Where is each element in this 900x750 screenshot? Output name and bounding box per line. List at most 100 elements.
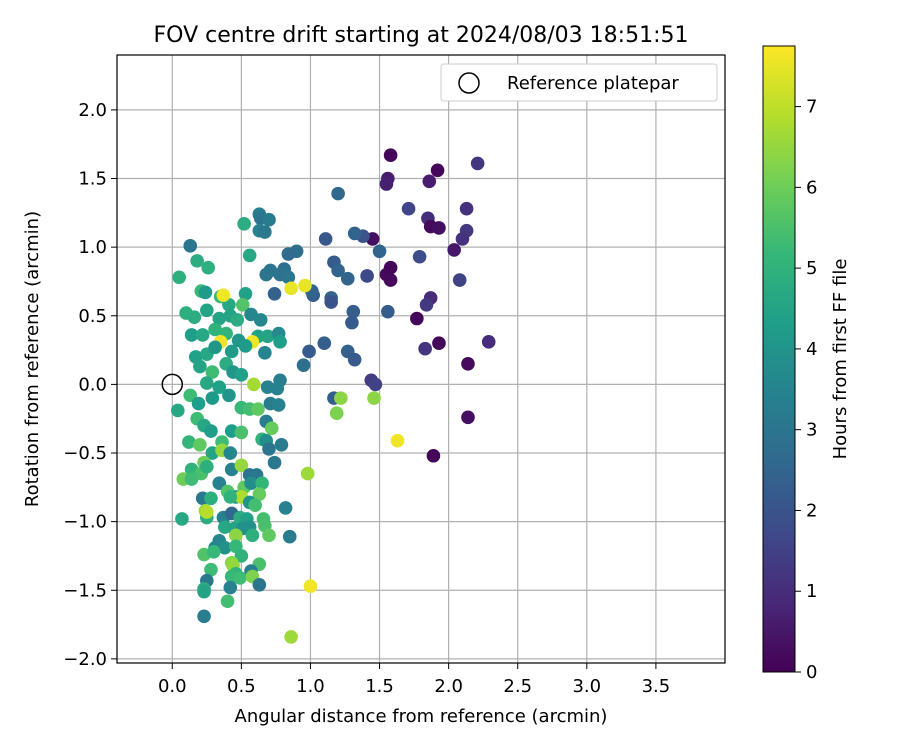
data-point bbox=[184, 472, 199, 486]
data-point bbox=[412, 249, 427, 264]
y-tick-label: 1.0 bbox=[78, 237, 107, 258]
data-point bbox=[459, 201, 474, 216]
y-tick-label: 1.5 bbox=[78, 169, 107, 190]
data-point bbox=[190, 254, 204, 268]
data-point bbox=[258, 225, 272, 239]
data-point bbox=[347, 226, 362, 241]
data-point bbox=[258, 346, 272, 360]
y-tick-label: 0.0 bbox=[78, 374, 107, 395]
data-point bbox=[205, 391, 220, 405]
data-point bbox=[334, 391, 348, 405]
data-point bbox=[195, 328, 210, 342]
data-point bbox=[317, 336, 332, 351]
data-point bbox=[331, 263, 345, 278]
data-point bbox=[262, 528, 276, 543]
data-point bbox=[271, 398, 286, 412]
data-point bbox=[426, 448, 441, 463]
data-point bbox=[208, 322, 222, 337]
colorbar: 0 1 2 3 4 5 6 7 Hours from first FF file bbox=[762, 45, 851, 683]
data-point bbox=[204, 491, 218, 506]
y-tick-label: −1.5 bbox=[63, 580, 107, 601]
colorbar-tick-label: 4 bbox=[806, 339, 817, 360]
data-point bbox=[324, 295, 338, 309]
data-point bbox=[302, 344, 316, 359]
data-point bbox=[230, 313, 245, 327]
legend-box bbox=[440, 63, 718, 102]
data-point bbox=[432, 336, 446, 351]
data-point bbox=[183, 388, 198, 403]
data-point bbox=[422, 174, 437, 189]
data-point bbox=[244, 476, 258, 491]
data-point bbox=[345, 315, 359, 330]
data-point bbox=[273, 335, 287, 349]
data-point bbox=[247, 377, 261, 392]
reference-marker bbox=[161, 373, 184, 396]
data-point bbox=[234, 425, 249, 440]
data-point bbox=[447, 243, 461, 257]
y-tick-label: −1.0 bbox=[63, 512, 107, 533]
data-point bbox=[197, 609, 211, 624]
data-point bbox=[212, 380, 227, 394]
data-point bbox=[329, 406, 344, 421]
data-point bbox=[298, 278, 312, 293]
data-point bbox=[470, 156, 485, 171]
data-point bbox=[381, 304, 395, 319]
data-point bbox=[200, 505, 214, 519]
data-point bbox=[201, 260, 215, 275]
colorbar-tick-label: 3 bbox=[806, 420, 817, 441]
legend-label: Reference platepar bbox=[507, 73, 679, 94]
data-point bbox=[278, 501, 293, 515]
reference-platepar-marker bbox=[161, 373, 184, 396]
x-tick-label: 1.5 bbox=[365, 676, 394, 697]
data-point bbox=[233, 571, 247, 585]
x-tick-label: 2.0 bbox=[434, 676, 463, 697]
data-point bbox=[318, 232, 333, 246]
data-point bbox=[401, 201, 416, 216]
data-point bbox=[367, 391, 381, 405]
data-point bbox=[229, 528, 243, 543]
data-point bbox=[270, 381, 285, 396]
data-point bbox=[461, 357, 475, 371]
data-point bbox=[217, 540, 232, 555]
data-point bbox=[238, 339, 253, 353]
data-point bbox=[379, 177, 394, 191]
y-tick-label: 0.5 bbox=[78, 306, 107, 327]
data-point bbox=[220, 594, 235, 609]
colorbar-bar bbox=[762, 45, 796, 673]
colorbar-tick-label: 7 bbox=[806, 97, 817, 118]
data-point bbox=[303, 579, 318, 593]
legend: Reference platepar bbox=[440, 63, 718, 102]
colorbar-tick-label: 1 bbox=[806, 581, 817, 602]
data-point bbox=[347, 352, 362, 367]
data-point bbox=[193, 359, 207, 374]
data-point bbox=[262, 442, 276, 456]
x-tick-label: 3.5 bbox=[642, 676, 671, 697]
data-point bbox=[172, 270, 186, 285]
data-point bbox=[481, 335, 496, 349]
data-point bbox=[452, 273, 467, 287]
data-point bbox=[204, 562, 218, 577]
y-axis-label: Rotation from reference (arcmin) bbox=[22, 211, 43, 507]
data-point bbox=[372, 244, 387, 259]
data-point bbox=[419, 297, 434, 312]
data-point bbox=[455, 232, 470, 246]
data-point bbox=[368, 377, 383, 392]
data-point bbox=[200, 459, 214, 474]
data-point bbox=[205, 365, 220, 379]
data-point bbox=[248, 498, 262, 512]
data-point bbox=[242, 248, 257, 263]
data-point bbox=[187, 310, 202, 324]
data-point bbox=[461, 410, 475, 425]
data-point bbox=[252, 577, 267, 592]
x-tick-label: 3.0 bbox=[572, 676, 601, 697]
data-point bbox=[274, 437, 289, 452]
colorbar-tick-label: 0 bbox=[806, 662, 817, 683]
data-point bbox=[418, 341, 432, 356]
data-point bbox=[252, 487, 267, 501]
data-point bbox=[197, 584, 211, 599]
colorbar-tick-label: 5 bbox=[806, 258, 817, 279]
data-point bbox=[262, 212, 276, 227]
data-point bbox=[390, 433, 405, 448]
x-tick-label: 1.0 bbox=[296, 676, 325, 697]
